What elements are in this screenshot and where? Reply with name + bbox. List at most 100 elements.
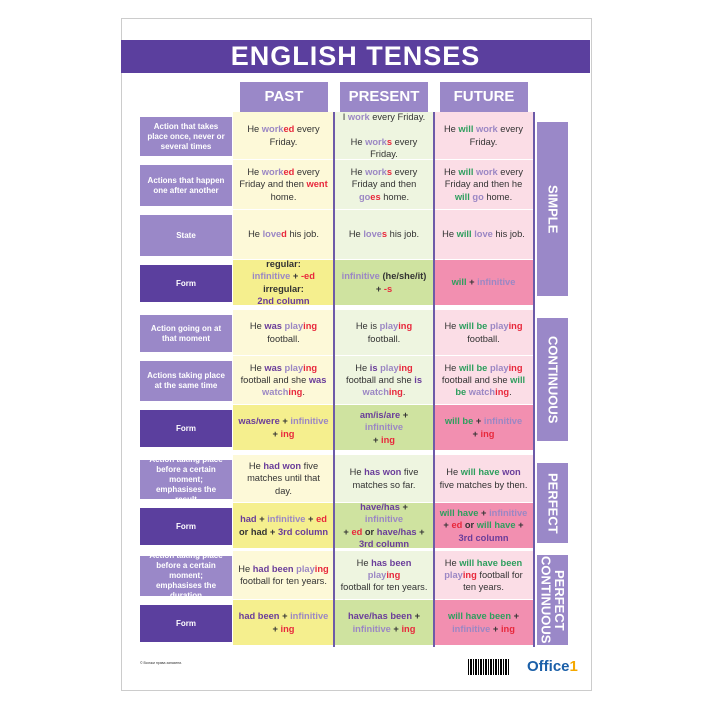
text-segment: had been [238, 611, 280, 622]
text-segment: + [466, 277, 478, 288]
text-segment: . [509, 387, 512, 398]
text-segment: 2nd column [257, 295, 310, 306]
example-cell: He is playing football. [335, 310, 433, 356]
text-segment: will be [458, 362, 488, 373]
text-segment: ing [288, 387, 303, 398]
text-segment: He [249, 362, 265, 373]
text-segment: ing [314, 563, 329, 574]
text-segment: work [365, 136, 387, 147]
text-segment: + [414, 611, 421, 622]
text-segment: or had + [238, 526, 276, 537]
text-segment: work [365, 167, 387, 178]
cell-text: He will have been playing football for t… [439, 557, 528, 593]
text-segment: have/has been [347, 611, 413, 622]
text-segment: + [343, 526, 349, 537]
tense-label-text: SIMPLE [545, 184, 561, 234]
text-segment: work [261, 167, 284, 178]
cell-text: had been + infinitive + ing [239, 610, 329, 634]
text-segment: . [302, 387, 305, 398]
cell-text: He was playing football and she was watc… [238, 362, 329, 398]
text-segment: ing [500, 623, 515, 634]
example-cell: He was playing football. [233, 310, 334, 356]
text-segment: watch [262, 387, 289, 398]
text-segment: football. [267, 333, 300, 344]
example-cell: He will work every Friday. [434, 112, 533, 160]
text-segment: + [373, 434, 379, 445]
text-segment: He [349, 467, 365, 478]
row-label: Form [140, 605, 232, 642]
form-cell: regular: infinitive + -ed irregular: 2nd… [233, 259, 334, 306]
text-segment: was/were [238, 416, 280, 427]
column-divider [533, 112, 535, 647]
text-segment: He [444, 557, 460, 568]
text-segment: will [458, 124, 474, 135]
text-segment: his job. [387, 229, 420, 240]
text-segment: He [355, 362, 370, 373]
text-segment: every Friday and then he [444, 167, 524, 190]
row-label: Actions taking place at the same time [140, 361, 232, 401]
copyright-text: © Всички права запазени. [140, 661, 183, 665]
text-segment: or [462, 520, 477, 531]
text-segment: play [284, 362, 304, 373]
text-segment: won [382, 467, 402, 478]
text-segment: will be [444, 416, 474, 427]
text-segment: . [402, 387, 406, 398]
text-segment: work [347, 112, 370, 123]
text-segment: s [381, 229, 388, 240]
text-segment: He [238, 563, 253, 574]
tense-label-continuous: CONTINUOUS [537, 318, 568, 441]
text-segment: ed [283, 167, 295, 178]
text-segment: ing [508, 362, 523, 373]
text-segment: his job. [286, 229, 319, 240]
column-header-future: FUTURE [440, 82, 528, 112]
text-segment: watch [362, 387, 389, 398]
text-segment: had been [252, 563, 294, 574]
text-segment: He [247, 167, 262, 178]
cell-text: He worked every Friday. [238, 123, 329, 147]
text-segment: 3rd column [358, 538, 410, 549]
text-segment: or [362, 526, 377, 537]
text-segment: play [296, 563, 315, 574]
text-segment: He [248, 229, 263, 240]
cell-text: He worked every Friday and then went hom… [238, 166, 329, 202]
text-segment: work [261, 124, 284, 135]
text-segment: ing [508, 321, 523, 332]
example-cell: He will be playing football. [434, 310, 533, 356]
text-segment: home. [483, 191, 513, 202]
text-segment: was [264, 321, 282, 332]
text-segment: ing [462, 569, 477, 580]
text-segment: football. [467, 333, 500, 344]
text-segment: ing [388, 387, 403, 398]
text-segment: 3rd column [458, 532, 509, 543]
text-segment: + [390, 623, 402, 634]
text-segment: infinitive [452, 623, 491, 634]
text-segment: infinitive [483, 416, 523, 427]
text-segment: will have [460, 467, 500, 478]
text-segment: ing [381, 434, 395, 445]
text-segment: ing [303, 362, 318, 373]
example-cell: He will have won five matches by then. [434, 455, 533, 503]
cell-text: He had been playing football for ten yea… [238, 563, 328, 587]
text-segment: infinitive [252, 271, 291, 282]
text-segment: He [248, 461, 264, 472]
row-label: Action going on at that moment [140, 315, 232, 352]
example-cell: He had been playing football for ten yea… [233, 551, 334, 600]
cell-text: He will work every Friday. [439, 123, 528, 147]
text-segment: will [458, 167, 474, 178]
text-segment: will have [439, 508, 479, 519]
text-segment: five matches by then. [439, 479, 528, 490]
text-segment: went [306, 179, 328, 190]
text-segment: go [358, 191, 371, 202]
text-segment: infinitive [364, 422, 404, 433]
text-segment: + [279, 611, 291, 622]
text-segment: will [451, 277, 467, 288]
row-label: Actions that happen one after another [140, 165, 232, 206]
text-segment: He [348, 229, 364, 240]
text-segment: football for ten years. [463, 569, 523, 593]
text-segment: + [400, 410, 409, 421]
text-segment: + [272, 623, 278, 634]
text-segment: play [444, 569, 463, 580]
text-segment: will have been [459, 557, 523, 568]
text-segment: + [472, 428, 478, 439]
form-cell: have/has been + infinitive + ing [335, 600, 433, 646]
